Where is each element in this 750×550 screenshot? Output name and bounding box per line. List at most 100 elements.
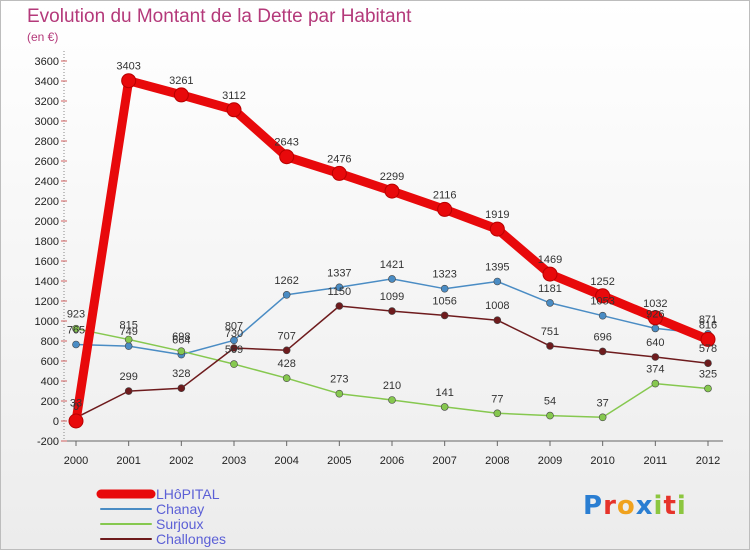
- data-point: [440, 284, 449, 293]
- y-tick-label: 2400: [35, 176, 59, 188]
- data-point: [704, 359, 712, 368]
- y-tick-label: 1400: [35, 276, 59, 288]
- data-point: [335, 283, 344, 292]
- data-point: [493, 277, 502, 286]
- data-label: 3112: [222, 90, 246, 102]
- data-label: 3261: [169, 75, 193, 87]
- data-point: [230, 344, 238, 352]
- data-point: [598, 347, 607, 356]
- data-label: 765: [67, 325, 85, 337]
- data-point: [177, 347, 186, 356]
- x-tick-label: 2004: [274, 455, 298, 467]
- data-label: 816: [699, 319, 717, 331]
- data-label: 328: [172, 368, 190, 380]
- y-tick-label: 400: [41, 376, 59, 388]
- data-label: 1469: [538, 254, 562, 266]
- data-label: 871: [699, 314, 717, 326]
- data-point: [335, 389, 344, 398]
- data-point: [651, 379, 660, 388]
- data-label: 1032: [643, 298, 667, 310]
- data-point: [282, 346, 291, 355]
- y-tick-label: 200: [41, 396, 59, 408]
- y-tick-label: 1800: [35, 236, 59, 248]
- data-label: 428: [277, 358, 295, 370]
- data-label: 698: [172, 331, 190, 343]
- y-tick-label: 1600: [35, 256, 59, 268]
- data-point: [704, 384, 712, 393]
- data-point: [595, 288, 611, 304]
- series-line-surjoux: [75, 327, 709, 419]
- chart-title: Evolution du Montant de la Dette par Hab…: [27, 6, 412, 27]
- data-point: [437, 201, 453, 217]
- data-point: [124, 387, 133, 395]
- logo-letter: o: [616, 491, 636, 521]
- data-point: [546, 411, 554, 420]
- series-line-lhôpital: [71, 76, 713, 426]
- data-point: [493, 409, 502, 418]
- logo-letter: i: [676, 491, 687, 521]
- data-label: 730: [225, 328, 243, 340]
- x-tick-label: 2002: [169, 455, 193, 467]
- y-tick-label: 3000: [35, 116, 59, 128]
- data-point: [542, 266, 558, 282]
- data-label: 325: [699, 369, 717, 381]
- data-point: [177, 384, 186, 393]
- x-tick-label: 2010: [590, 455, 614, 467]
- data-label: 751: [541, 326, 559, 338]
- y-tick-label: -200: [37, 436, 59, 448]
- data-point: [68, 413, 84, 429]
- data-point: [598, 311, 607, 320]
- data-label: 1008: [485, 300, 509, 312]
- data-point: [124, 342, 133, 350]
- data-label: 696: [593, 331, 611, 343]
- data-point: [440, 403, 449, 411]
- chart-subtitle: (en €): [27, 30, 59, 44]
- data-label: 37: [597, 397, 609, 409]
- y-tick-label: 3600: [35, 56, 59, 68]
- data-point: [331, 165, 347, 181]
- data-label: 1919: [485, 209, 509, 221]
- y-tick-label: 2600: [35, 156, 59, 168]
- data-label: 664: [172, 335, 190, 347]
- y-tick-label: 3200: [35, 96, 59, 108]
- x-tick-label: 2003: [222, 455, 246, 467]
- data-point: [546, 342, 554, 350]
- data-point: [493, 316, 502, 325]
- data-label: 807: [225, 320, 243, 332]
- y-tick-label: 800: [41, 336, 59, 348]
- data-label: 1262: [274, 275, 298, 287]
- data-label: 1252: [590, 276, 614, 288]
- data-label: 926: [646, 308, 664, 320]
- data-label: 2643: [274, 137, 298, 149]
- data-point: [226, 102, 242, 118]
- data-point: [230, 360, 238, 368]
- data-label: 2299: [380, 171, 404, 183]
- data-label: 77: [491, 393, 503, 405]
- data-point: [173, 87, 189, 103]
- x-tick-label: 2008: [485, 455, 509, 467]
- logo-letter: t: [663, 491, 677, 521]
- data-point: [700, 331, 716, 347]
- data-point: [546, 299, 554, 307]
- data-label: 1337: [327, 267, 351, 279]
- y-tick-label: 600: [41, 356, 59, 368]
- data-point: [440, 311, 449, 320]
- data-label: 707: [277, 330, 295, 342]
- data-point: [384, 183, 400, 199]
- data-point: [388, 307, 396, 315]
- data-label: 0: [73, 401, 79, 413]
- data-label: 749: [119, 326, 137, 338]
- data-label: 923: [67, 309, 85, 321]
- data-point: [388, 396, 396, 404]
- data-label: 33: [70, 398, 82, 410]
- data-label: 1099: [380, 291, 404, 303]
- logo-letter: r: [603, 491, 617, 521]
- data-point: [230, 336, 238, 345]
- y-tick-label: 2200: [35, 196, 59, 208]
- logo-letter: x: [635, 491, 654, 521]
- data-label: 2116: [433, 189, 457, 201]
- logo-letter: i: [653, 491, 664, 521]
- y-tick-label: 3400: [35, 76, 59, 88]
- data-point: [72, 324, 80, 333]
- x-tick-label: 2007: [432, 455, 456, 467]
